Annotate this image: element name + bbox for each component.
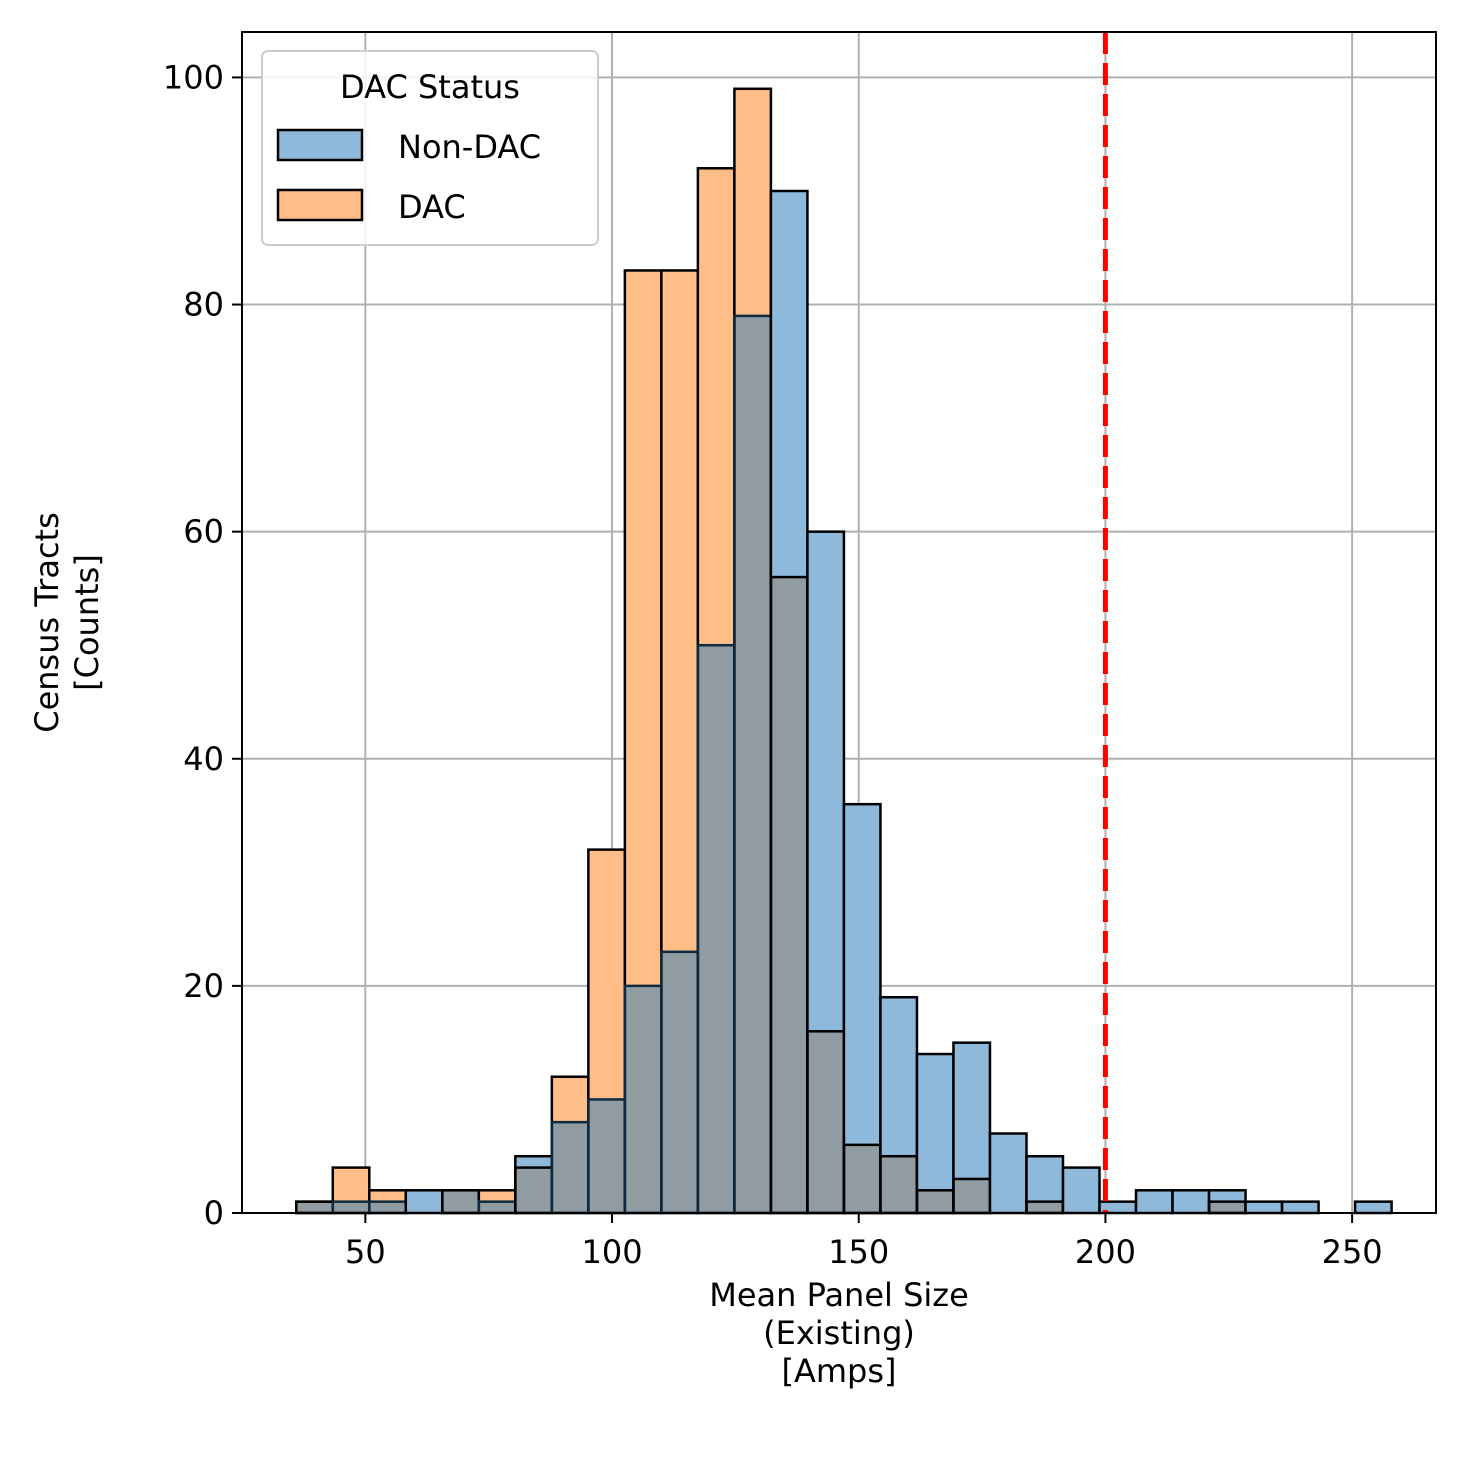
y-tick-label: 100 <box>163 58 224 96</box>
bar-non-dac <box>1099 1201 1137 1213</box>
x-axis-ticks: 50 100 150 200 250 <box>345 1213 1383 1271</box>
bar-dac <box>624 270 662 986</box>
x-tick-label: 250 <box>1322 1233 1383 1271</box>
y-axis-ticks: 0 20 40 60 80 100 <box>163 58 242 1232</box>
bar-non-dac <box>916 1054 954 1191</box>
bar-overlap <box>515 1167 552 1213</box>
legend: DAC Status Non-DAC DAC <box>261 50 599 246</box>
y-axis-label: Census Tracts [Counts] <box>28 512 106 733</box>
grid-lines <box>242 32 1436 1214</box>
bar-non-dac <box>880 997 917 1157</box>
x-tick-label: 150 <box>828 1233 889 1271</box>
bar-dac <box>734 88 771 316</box>
bar-non-dac <box>1136 1190 1173 1213</box>
y-axis-label-line: Census Tracts <box>28 512 66 733</box>
bar-overlap <box>953 1178 990 1213</box>
legend-swatch <box>276 188 364 222</box>
y-tick-label: 60 <box>183 513 224 551</box>
legend-label: DAC <box>398 188 466 226</box>
bar-overlap <box>1209 1201 1246 1213</box>
bar-overlap <box>1026 1201 1063 1213</box>
bar-overlap <box>588 1099 625 1213</box>
bar-overlap <box>880 1156 917 1213</box>
bar-overlap <box>770 577 808 1213</box>
bar-dac <box>332 1167 370 1202</box>
bar-dac <box>369 1190 406 1202</box>
bar-dac <box>588 849 625 1100</box>
bar-non-dac <box>1026 1156 1063 1202</box>
x-axis-label-line: (Existing) <box>763 1314 915 1352</box>
legend-swatch <box>276 128 364 162</box>
plot-frame <box>241 31 1437 1214</box>
bar-non-dac <box>807 531 844 1032</box>
x-tick-label: 200 <box>1075 1233 1136 1271</box>
bar-non-dac <box>515 1156 552 1168</box>
x-tick-label: 50 <box>345 1233 386 1271</box>
bar-dac <box>551 1076 589 1123</box>
bar-non-dac <box>405 1190 443 1213</box>
bar-non-dac <box>1245 1201 1283 1213</box>
bar-overlap <box>916 1190 954 1213</box>
bar-overlap <box>807 1031 844 1213</box>
bar-non-dac <box>1062 1167 1100 1213</box>
y-axis-label-line: [Counts] <box>68 554 106 691</box>
bar-overlap <box>442 1190 479 1213</box>
bar-non-dac <box>1209 1190 1246 1202</box>
y-tick-label: 0 <box>204 1194 224 1232</box>
y-tick-label: 80 <box>183 286 224 324</box>
bar-non-dac <box>989 1133 1027 1213</box>
bar-overlap <box>843 1144 881 1213</box>
bar-overlap <box>734 315 771 1213</box>
bar-overlap <box>296 1201 333 1213</box>
x-axis-label: Mean Panel Size(Existing)[Amps] <box>709 1276 969 1390</box>
x-axis-label-line: [Amps] <box>781 1352 896 1390</box>
bar-non-dac <box>770 190 808 578</box>
bar-non-dac <box>1355 1201 1392 1213</box>
bar-overlap <box>369 1201 406 1213</box>
x-tick-label: 100 <box>582 1233 643 1271</box>
y-tick-label: 40 <box>183 740 224 778</box>
bar-non-dac <box>843 804 881 1145</box>
bar-dac <box>478 1190 516 1202</box>
bar-overlap <box>661 951 698 1213</box>
x-axis-label-line: Mean Panel Size <box>709 1276 969 1314</box>
bar-dac <box>697 168 735 646</box>
legend-title: DAC Status <box>340 68 520 106</box>
bar-overlap <box>551 1122 589 1213</box>
legend-label: Non-DAC <box>398 128 541 166</box>
bar-overlap <box>624 985 662 1213</box>
y-tick-label: 20 <box>183 967 224 1005</box>
bar-overlap <box>697 645 735 1213</box>
bar-overlap <box>332 1201 370 1213</box>
bar-overlap <box>478 1201 516 1213</box>
bar-non-dac <box>953 1042 990 1179</box>
bar-non-dac <box>1172 1190 1210 1213</box>
bar-dac <box>661 270 698 952</box>
bar-non-dac <box>1282 1201 1319 1213</box>
